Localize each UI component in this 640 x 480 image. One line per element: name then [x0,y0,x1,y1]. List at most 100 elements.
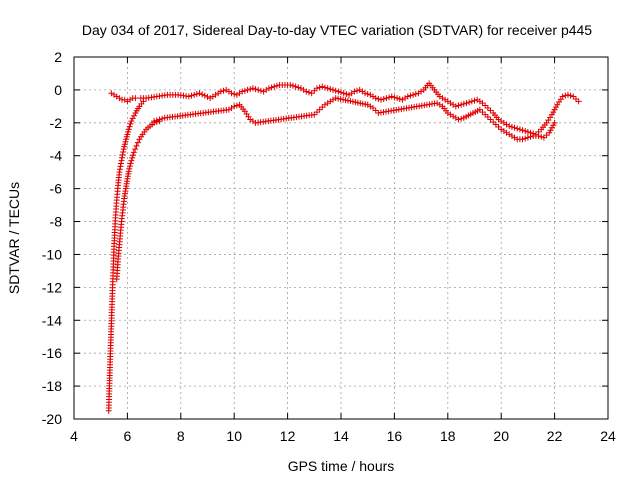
data-point [292,83,299,90]
data-point [316,84,323,91]
data-point [514,125,521,132]
data-point [271,83,278,90]
data-point [185,93,192,100]
x-axis-label: GPS time / hours [288,458,395,474]
x-tick-label: 20 [493,428,509,444]
data-point [244,86,251,93]
data-point [193,91,200,98]
data-point [329,86,336,93]
data-point [527,133,534,140]
data-point [404,93,411,100]
data-point [519,136,526,143]
data-point [128,118,135,125]
x-tick-label: 14 [333,428,349,444]
data-point [295,84,302,91]
y-tick-label: -10 [42,246,62,262]
data-point [265,85,272,92]
data-point [412,91,419,98]
data-point [133,142,140,149]
data-points [105,80,582,414]
data-point [388,93,395,100]
data-point [343,91,350,98]
data-point [551,119,558,126]
data-point [239,88,246,95]
data-point [559,93,566,100]
data-point [303,88,310,95]
data-point [535,132,542,139]
data-point [117,163,124,170]
data-point [228,90,235,97]
data-point [378,96,385,103]
data-point [372,95,379,102]
data-point [386,94,393,101]
y-tick-label: -18 [42,378,62,394]
y-tick-label: -12 [42,279,62,295]
data-point [220,87,227,94]
data-point [522,128,529,135]
data-point [201,92,208,99]
data-point [458,101,465,108]
data-point [151,118,158,125]
x-tick-label: 18 [440,428,456,444]
data-point [562,92,569,99]
data-point [319,83,326,90]
data-point [130,152,137,159]
data-point [233,102,240,109]
data-point [130,149,137,156]
chart-title: Day 034 of 2017, Sidereal Day-to-day VTE… [82,22,592,38]
y-tick-labels: -20-18-16-14-12-10-8-6-4-202 [42,49,62,427]
y-axis-label: SDTVAR / TECUs [6,182,22,294]
data-point [153,117,160,124]
data-point [196,90,203,97]
data-point [125,126,132,133]
data-point [252,86,259,93]
y-tick-label: -16 [42,345,62,361]
data-point [524,128,531,135]
data-point [364,91,371,98]
y-tick-label: -14 [42,312,62,328]
data-point [407,92,414,99]
data-point [129,154,136,161]
grid-lines [74,57,608,419]
y-tick-label: -4 [50,148,63,164]
data-point [199,91,206,98]
data-point [410,91,417,98]
x-tick-label: 4 [70,428,78,444]
data-point [375,95,382,102]
data-point [305,89,312,96]
x-tick-label: 6 [124,428,132,444]
data-point [391,94,398,101]
x-tick-label: 22 [547,428,563,444]
x-tick-labels: 4 6 8 10 12 14 16 18 20 22 24 [70,428,616,444]
data-point [131,112,138,119]
data-point [120,149,127,156]
data-point [455,116,462,123]
data-point [231,91,238,98]
data-point [249,85,256,92]
data-point [458,115,465,122]
data-point [191,91,198,98]
data-point [268,84,275,91]
data-point [134,139,141,146]
axis-ticks [73,56,609,420]
data-point [524,134,531,141]
data-point [324,85,331,92]
data-point [132,95,139,102]
y-tick-label: 0 [54,82,62,98]
y-tick-label: -20 [42,411,62,427]
data-point [354,87,361,94]
data-point [508,123,515,130]
data-point [362,90,369,97]
data-point [257,87,264,94]
data-point [460,100,467,107]
data-point [327,86,334,93]
x-tick-label: 16 [387,428,403,444]
data-point [394,95,401,102]
data-point [351,88,358,95]
data-point [396,95,403,102]
data-point [340,90,347,97]
data-point [119,151,126,158]
x-tick-label: 10 [226,428,242,444]
data-point [332,87,339,94]
